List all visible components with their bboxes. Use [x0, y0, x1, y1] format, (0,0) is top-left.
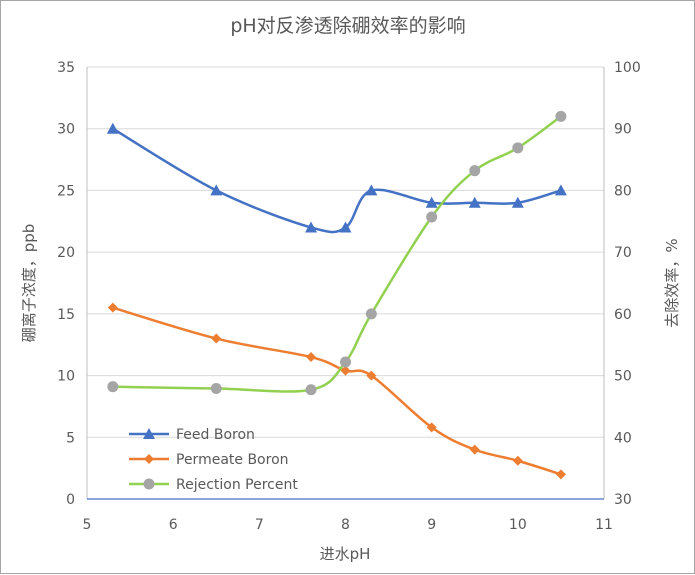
data-point: [512, 142, 524, 154]
data-point: [425, 196, 438, 208]
data-point: [468, 196, 481, 208]
y2-tick-label: 60: [614, 307, 632, 323]
data-point: [469, 444, 480, 455]
chart-title: pH对反渗透除硼效率的影响: [230, 15, 465, 37]
data-point: [306, 352, 317, 363]
data-point: [107, 302, 118, 313]
data-point: [512, 455, 523, 466]
legend-label: Feed Boron: [176, 427, 255, 443]
data-point: [305, 221, 318, 233]
data-point: [339, 221, 352, 233]
series-line-2: [112, 115, 562, 393]
data-point: [555, 469, 566, 480]
data-point: [107, 381, 119, 393]
data-point: [340, 356, 351, 368]
data-point: [106, 122, 119, 134]
y-tick-label: 10: [57, 369, 75, 385]
y-tick-label: 15: [57, 307, 75, 323]
x-tick-label: 10: [509, 517, 527, 533]
y2-tick-label: 100: [614, 60, 641, 76]
y-tick-label: 20: [57, 245, 75, 261]
y-tick-label: 35: [57, 60, 75, 76]
x-tick-label: 8: [341, 517, 350, 533]
x-axis-label: 进水pH: [320, 545, 371, 563]
data-point: [469, 165, 481, 177]
data-point: [340, 365, 351, 376]
x-tick-label: 6: [169, 517, 178, 533]
y-tick-label: 30: [57, 122, 75, 138]
y2-tick-label: 90: [614, 122, 632, 138]
data-point: [365, 308, 377, 320]
data-point: [366, 370, 377, 381]
series-line-0: [112, 127, 562, 234]
data-point: [555, 110, 567, 122]
y2-tick-label: 70: [614, 245, 632, 261]
legend-marker: [143, 428, 155, 439]
x-tick-label: 11: [595, 517, 613, 533]
data-point: [210, 184, 223, 196]
legend-label: Permeate Boron: [176, 452, 289, 468]
data-point: [426, 211, 438, 223]
x-tick-label: 9: [427, 517, 436, 533]
legend-marker: [144, 454, 154, 464]
x-tick-label: 5: [83, 517, 92, 533]
y-axis-label: 硼离子浓度，ppb: [20, 224, 38, 343]
y2-axis-label: 去除效率，%: [663, 238, 681, 327]
y2-tick-label: 30: [614, 492, 632, 508]
data-point: [426, 422, 437, 433]
data-point: [305, 384, 317, 396]
x-tick-label: 7: [255, 517, 264, 533]
y-tick-label: 0: [66, 492, 75, 508]
y2-tick-label: 80: [614, 183, 632, 199]
legend-label: Rejection Percent: [176, 477, 298, 493]
y-tick-label: 25: [57, 183, 75, 199]
data-point: [554, 184, 567, 196]
data-point: [511, 196, 524, 208]
legend-marker: [143, 478, 155, 490]
y-tick-label: 5: [66, 430, 75, 446]
data-point: [365, 184, 378, 196]
series-line-1: [112, 306, 562, 476]
data-point: [210, 383, 222, 395]
data-point: [211, 333, 222, 344]
y2-tick-label: 50: [614, 369, 632, 385]
y2-tick-label: 40: [614, 430, 632, 446]
